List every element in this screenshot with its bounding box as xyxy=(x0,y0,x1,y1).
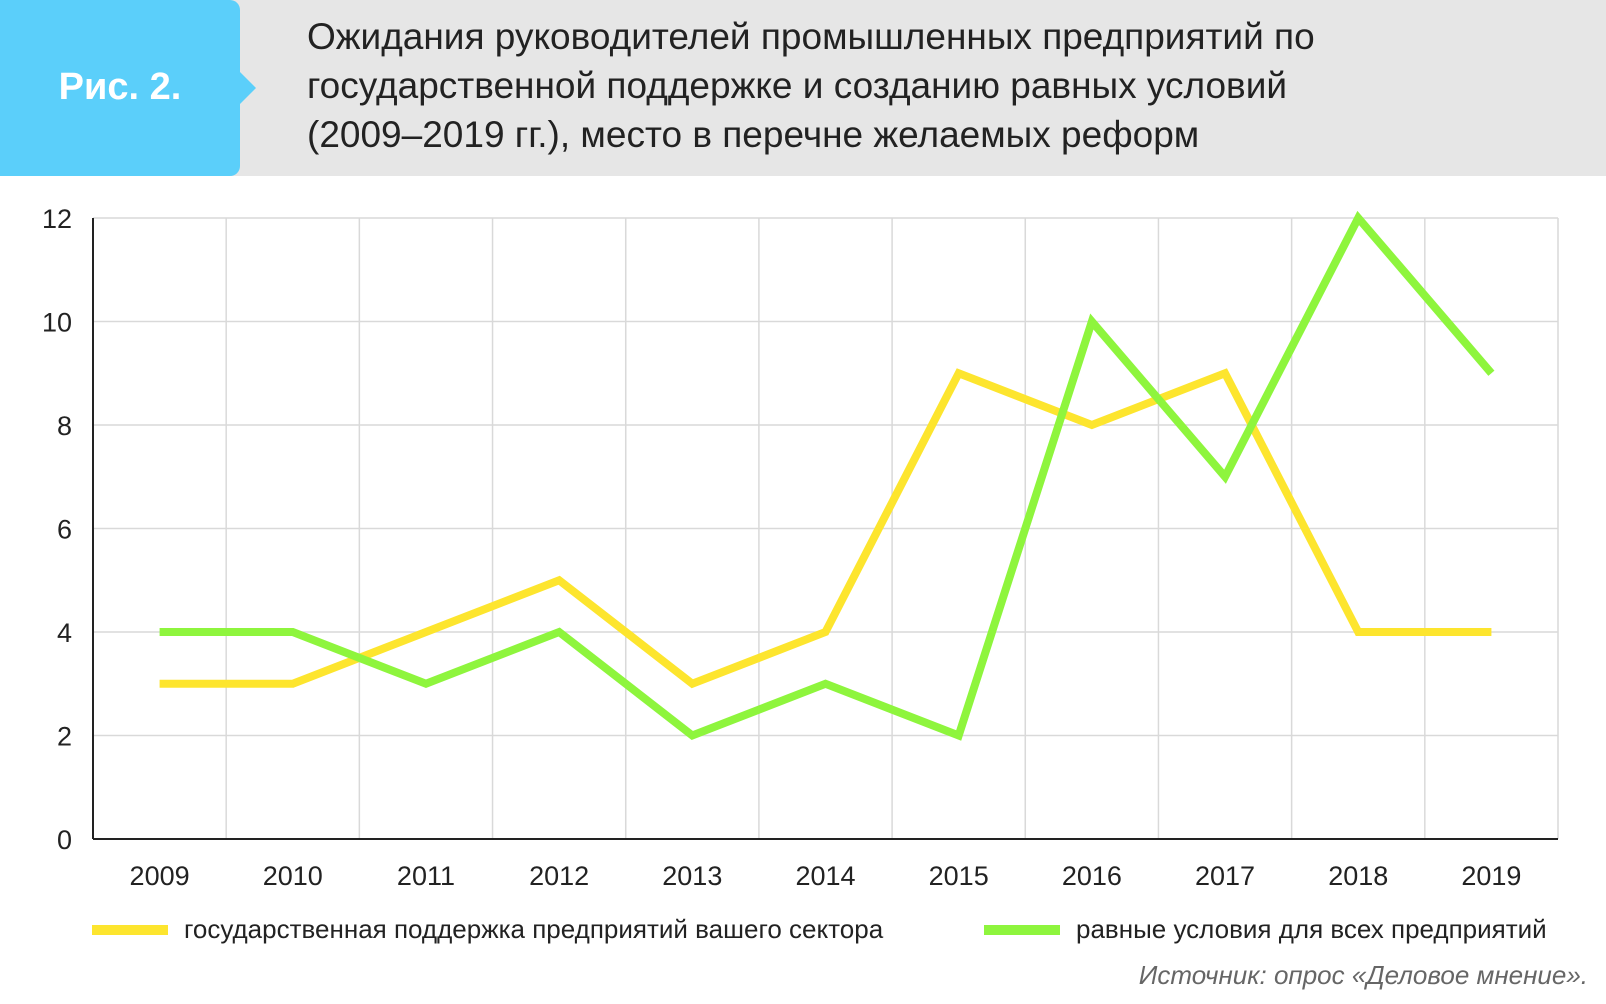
y-tick-label: 8 xyxy=(57,411,72,441)
x-tick-label: 2017 xyxy=(1195,861,1255,891)
y-tick-label: 6 xyxy=(57,515,72,545)
figure-tab: Рис. 2. xyxy=(0,0,256,176)
x-tick-label: 2011 xyxy=(397,861,455,891)
chart-title-line: Ожидания руководителей промышленных пред… xyxy=(307,16,1315,57)
chart-title-line: (2009–2019 гг.), место в перечне желаемы… xyxy=(307,114,1200,155)
header-bar: Рис. 2. Ожидания руководителей промышлен… xyxy=(0,0,1606,176)
x-tick-label: 2016 xyxy=(1062,861,1122,891)
x-tick-label: 2013 xyxy=(662,861,722,891)
source-note: Источник: опрос «Деловое мнение». xyxy=(1138,960,1588,990)
figure-label: Рис. 2. xyxy=(58,66,182,108)
y-tick-label: 4 xyxy=(57,618,72,648)
legend-item-support: государственная поддержка предприятий ва… xyxy=(92,914,883,945)
legend-label: равные условия для всех предприятий xyxy=(1076,914,1547,944)
y-tick-label: 12 xyxy=(42,204,72,234)
x-tick-label: 2018 xyxy=(1328,861,1388,891)
y-tick-label: 10 xyxy=(42,308,72,338)
x-tick-label: 2009 xyxy=(130,861,190,891)
x-tick-label: 2015 xyxy=(929,861,989,891)
legend: государственная поддержка предприятий ва… xyxy=(92,914,1592,954)
y-tick-label: 0 xyxy=(57,825,72,855)
y-tick-label: 2 xyxy=(57,722,72,752)
x-tick-label: 2012 xyxy=(529,861,589,891)
legend-swatch-green xyxy=(984,924,1060,935)
legend-item-equal-conditions: равные условия для всех предприятий xyxy=(984,914,1547,945)
legend-swatch-yellow xyxy=(92,924,168,935)
x-tick-label: 2010 xyxy=(263,861,323,891)
chart-title-line: государственной поддержке и созданию рав… xyxy=(307,65,1288,106)
legend-label: государственная поддержка предприятий ва… xyxy=(184,914,884,944)
chart-title: Ожидания руководителей промышленных пред… xyxy=(307,12,1587,159)
line-chart: 0 2 4 6 8 10 12 2009 2010 2011 2012 2013 2014 2015 201… xyxy=(42,204,1559,891)
x-tick-label: 2014 xyxy=(795,861,855,891)
x-tick-label: 2019 xyxy=(1461,861,1521,891)
